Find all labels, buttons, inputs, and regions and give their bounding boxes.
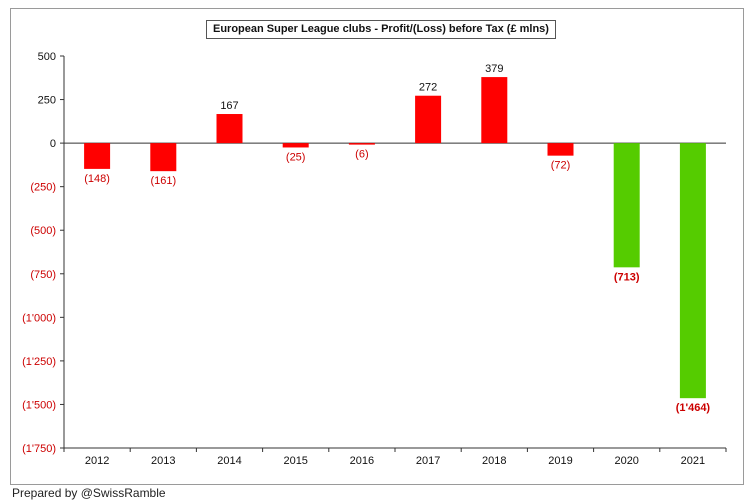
bar <box>84 143 111 169</box>
data-label: (148) <box>84 173 110 185</box>
x-tick-label: 2017 <box>416 455 440 467</box>
bar <box>547 143 574 156</box>
data-label: 272 <box>419 82 437 94</box>
y-tick-label: (1'250) <box>22 356 56 368</box>
x-tick-label: 2021 <box>681 455 705 467</box>
y-tick-label: 0 <box>50 138 56 150</box>
y-tick-label: (500) <box>30 225 56 237</box>
y-tick-label: (750) <box>30 269 56 281</box>
bar <box>150 143 177 172</box>
x-tick-label: 2019 <box>548 455 572 467</box>
chart-title: European Super League clubs - Profit/(Lo… <box>206 20 556 39</box>
bar <box>415 95 442 144</box>
data-label: 167 <box>220 100 238 112</box>
x-tick-label: 2015 <box>283 455 307 467</box>
x-tick-label: 2020 <box>614 455 638 467</box>
bar <box>481 77 508 144</box>
bars <box>84 77 706 399</box>
bar <box>282 143 309 148</box>
y-tick-label: (1'750) <box>22 443 56 455</box>
data-label: (713) <box>614 271 640 283</box>
data-label: 379 <box>485 63 503 75</box>
x-tick-label: 2012 <box>85 455 109 467</box>
x-tick-label: 2018 <box>482 455 506 467</box>
x-tick-label: 2014 <box>217 455 241 467</box>
data-label: (161) <box>150 175 176 187</box>
y-tick-label: 250 <box>38 95 56 107</box>
y-tick-label: (1'500) <box>22 399 56 411</box>
y-tick-label: 500 <box>38 51 56 63</box>
footer-credit: Prepared by @SwissRamble <box>12 486 166 500</box>
data-labels: (148) (161) 167 (25) (6) 272 379 (72) (713) (1'46… <box>84 63 710 414</box>
bar <box>216 114 243 144</box>
bar <box>679 143 706 399</box>
data-label: (72) <box>551 160 571 172</box>
data-label: (1'464) <box>676 402 711 414</box>
data-label: (25) <box>286 151 306 163</box>
x-tick-label: 2016 <box>350 455 374 467</box>
bar <box>613 143 640 268</box>
bar <box>348 143 375 145</box>
x-tick-label: 2013 <box>151 455 175 467</box>
data-label: (6) <box>355 149 368 161</box>
y-tick-label: (1'000) <box>22 312 56 324</box>
y-tick-label: (250) <box>30 182 56 194</box>
